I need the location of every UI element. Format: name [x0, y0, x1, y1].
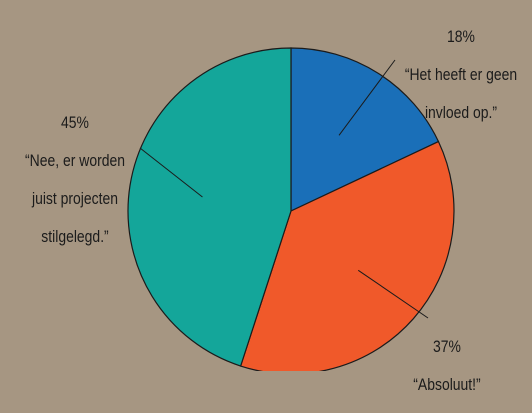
- slice-label-stilgelegd-text-2: juist projecten: [14, 189, 137, 208]
- slice-label-no-effect: 18% “Het heeft er geen invloed op.”: [400, 8, 523, 141]
- slice-label-stilgelegd-percent: 45%: [14, 113, 137, 132]
- slice-label-no-effect-text-1: “Het heeft er geen: [400, 65, 523, 84]
- slice-label-no-effect-percent: 18%: [400, 27, 523, 46]
- slice-label-no-effect-text-2: invloed op.”: [400, 103, 523, 122]
- slice-label-absoluut-percent: 37%: [402, 337, 492, 356]
- slice-label-stilgelegd-text-3: stilgelegd.”: [14, 227, 137, 246]
- slice-label-stilgelegd: 45% “Nee, er worden juist projecten stil…: [14, 94, 137, 265]
- slice-label-stilgelegd-text-1: “Nee, er worden: [14, 151, 137, 170]
- slice-label-absoluut: 37% “Absoluut!”: [402, 318, 492, 413]
- slice-label-absoluut-text-1: “Absoluut!”: [402, 375, 492, 394]
